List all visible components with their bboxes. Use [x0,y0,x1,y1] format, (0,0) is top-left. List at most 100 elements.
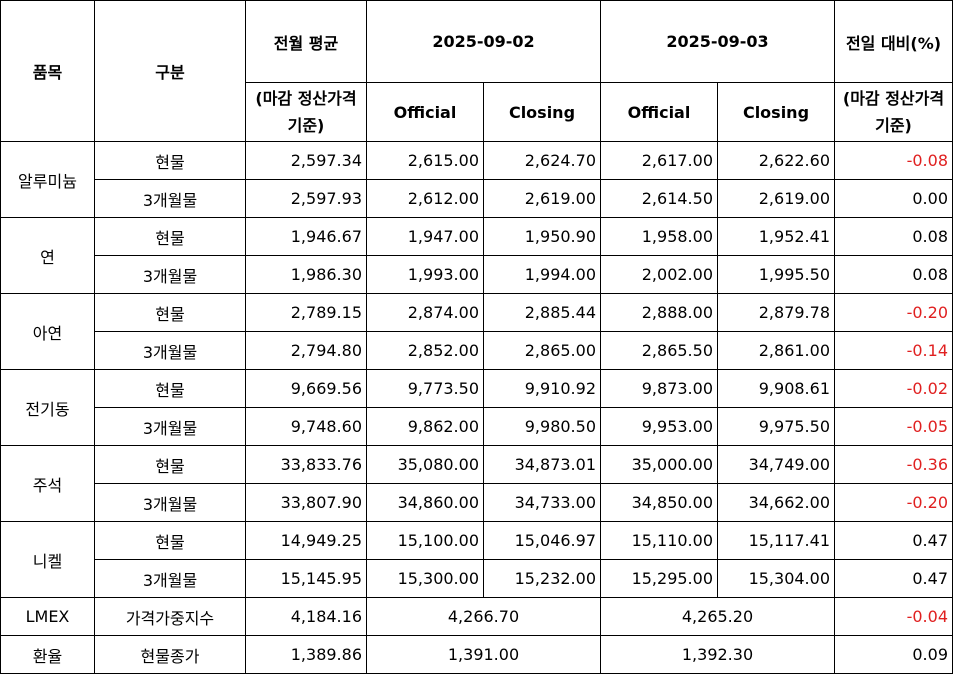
table-row: 3개월물 15,145.95 15,300.00 15,232.00 15,295.00… [1,559,953,598]
header-change: 전일 대비(%) [834,0,953,83]
d1-official-cell: 2,615.00 [366,141,484,180]
d1-official-cell: 34,860.00 [366,483,484,522]
header-date-1: 2025-09-02 [366,0,601,83]
prev-avg-cell: 2,597.93 [245,179,367,218]
category-cell: 현물 [94,369,246,408]
category-cell: 3개월물 [94,407,246,446]
d2-official-cell: 9,953.00 [600,407,718,446]
d2-official-cell: 2,888.00 [600,293,718,332]
item-name: 아연 [0,293,95,370]
table-row: 주석 현물 33,833.76 35,080.00 34,873.01 35,000.00… [0,445,953,522]
d1-merged-cell: 1,391.00 [366,635,601,674]
prev-avg-cell: 2,794.80 [245,331,367,370]
category-cell: 3개월물 [94,255,246,294]
item-name: 환율 [0,635,95,674]
d2-official-cell: 15,295.00 [600,559,718,598]
category-cell: 3개월물 [94,331,246,370]
d1-closing-cell: 1,994.00 [483,255,601,294]
prev-avg-cell: 1,986.30 [245,255,367,294]
d2-official-cell: 2,617.00 [600,141,718,180]
d2-official-cell: 2,002.00 [600,255,718,294]
category-cell: 3개월물 [94,559,246,598]
table-row: 3개월물 1,986.30 1,993.00 1,994.00 2,002.00 1,99… [1,255,953,294]
table-row: 알루미늄 현물 2,597.34 2,615.00 2,624.70 2,617.00 2,… [0,141,953,218]
table-row: 3개월물 2,597.93 2,612.00 2,619.00 2,614.50 2,61… [1,179,953,218]
d1-official-cell: 1,993.00 [366,255,484,294]
item-name: 니켈 [0,521,95,598]
d1-closing-cell: 2,865.00 [483,331,601,370]
header-row-2: (마감 정산가격 기준) Official Closing Official C… [1,82,953,142]
d1-closing-cell: 9,910.92 [483,369,601,408]
change-cell: 0.09 [834,635,953,674]
change-cell: -0.08 [834,141,953,180]
prev-avg-cell: 33,807.90 [245,483,367,522]
category-cell: 현물 [94,217,246,256]
item-name: 알루미늄 [0,141,95,218]
prev-avg-cell: 15,145.95 [245,559,367,598]
d2-closing-cell: 2,619.00 [717,179,835,218]
change-cell: -0.20 [834,293,953,332]
category-cell: 가격가중지수 [94,597,246,636]
d1-official-cell: 2,612.00 [366,179,484,218]
header-d2-official: Official [600,82,718,142]
prev-avg-cell: 9,748.60 [245,407,367,446]
d1-official-cell: 15,300.00 [366,559,484,598]
d1-official-cell: 2,874.00 [366,293,484,332]
d1-official-cell: 15,100.00 [366,521,484,560]
d1-closing-cell: 9,980.50 [483,407,601,446]
d2-closing-cell: 34,749.00 [717,445,835,484]
table-row: 3개월물 33,807.90 34,860.00 34,733.00 34,850.00… [1,483,953,522]
item-name: LMEX [0,597,95,636]
d2-closing-cell: 2,861.00 [717,331,835,370]
change-cell: 0.00 [834,179,953,218]
table-row: 3개월물 9,748.60 9,862.00 9,980.50 9,953.00 9,97… [1,407,953,446]
d1-official-cell: 9,773.50 [366,369,484,408]
prev-avg-cell: 1,389.86 [245,635,367,674]
prev-avg-cell: 33,833.76 [245,445,367,484]
d2-official-cell: 2,865.50 [600,331,718,370]
prev-avg-cell: 1,946.67 [245,217,367,256]
header-d1-closing: Closing [483,82,601,142]
category-cell: 현물 [94,521,246,560]
d2-official-cell: 35,000.00 [600,445,718,484]
table-row: 3개월물 2,794.80 2,852.00 2,865.00 2,865.50 2,86… [1,331,953,370]
d2-official-cell: 1,958.00 [600,217,718,256]
table-row: 니켈 현물 14,949.25 15,100.00 15,046.97 15,110.00… [0,521,953,598]
header-prev-avg: 전월 평균 [245,0,367,83]
d2-closing-cell: 9,975.50 [717,407,835,446]
d2-closing-cell: 1,995.50 [717,255,835,294]
d2-closing-cell: 1,952.41 [717,217,835,256]
d2-closing-cell: 34,662.00 [717,483,835,522]
d2-official-cell: 34,850.00 [600,483,718,522]
change-cell: 0.08 [834,255,953,294]
prev-avg-cell: 4,184.16 [245,597,367,636]
category-cell: 현물종가 [94,635,246,674]
change-cell: -0.36 [834,445,953,484]
d2-closing-cell: 9,908.61 [717,369,835,408]
change-cell: 0.08 [834,217,953,256]
item-name: 주석 [0,445,95,522]
change-cell: 0.47 [834,559,953,598]
d2-merged-cell: 4,265.20 [600,597,835,636]
d1-official-cell: 9,862.00 [366,407,484,446]
d2-closing-cell: 15,304.00 [717,559,835,598]
header-date-2: 2025-09-03 [600,0,835,83]
category-cell: 현물 [94,445,246,484]
d1-closing-cell: 15,232.00 [483,559,601,598]
change-cell: -0.05 [834,407,953,446]
change-cell: -0.04 [834,597,953,636]
item-name: 연 [0,217,95,294]
d1-closing-cell: 1,950.90 [483,217,601,256]
d1-closing-cell: 34,873.01 [483,445,601,484]
change-cell: -0.20 [834,483,953,522]
category-cell: 현물 [94,141,246,180]
d2-closing-cell: 2,879.78 [717,293,835,332]
table-row: LMEX 가격가중지수 4,184.16 4,266.70 4,265.20 -0.04 [0,597,953,636]
header-d1-official: Official [366,82,484,142]
d1-official-cell: 1,947.00 [366,217,484,256]
item-name: 전기동 [0,369,95,446]
header-item: 품목 [0,0,95,142]
d2-official-cell: 15,110.00 [600,521,718,560]
header-prev-avg-sub: (마감 정산가격 기준) [245,82,367,142]
prev-avg-cell: 14,949.25 [245,521,367,560]
